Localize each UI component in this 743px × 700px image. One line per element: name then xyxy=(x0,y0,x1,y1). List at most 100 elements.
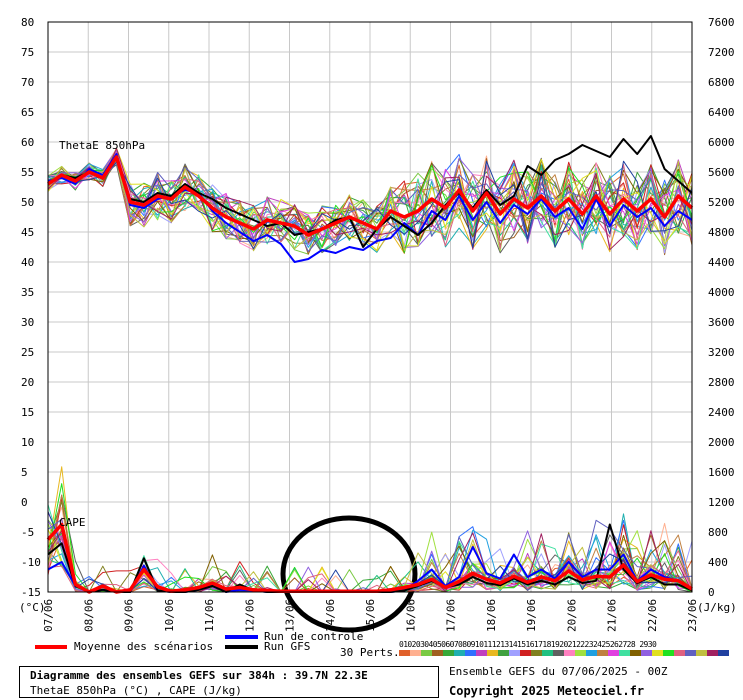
pert-swatch xyxy=(685,650,696,656)
left-tick-label: 75 xyxy=(21,46,34,59)
left-tick-label: 35 xyxy=(21,286,34,299)
control-legend-swatch xyxy=(225,635,258,639)
x-tick-label: 15/06 xyxy=(364,599,377,632)
control-legend-label: Run de controle xyxy=(264,630,364,643)
x-tick-label: 19/06 xyxy=(525,599,538,632)
pert-swatch xyxy=(718,650,729,656)
pert-swatch xyxy=(432,650,443,656)
x-tick-label: 18/06 xyxy=(485,599,498,632)
perts-label: 30 Perts. xyxy=(340,646,400,659)
pert-swatch xyxy=(531,650,542,656)
right-tick-label: 6000 xyxy=(708,136,735,149)
right-tick-label: 5200 xyxy=(708,196,735,209)
x-tick-label: 16/06 xyxy=(404,599,417,632)
left-tick-label: 45 xyxy=(21,226,34,239)
highlight-ellipse xyxy=(280,515,418,633)
left-tick-label: -5 xyxy=(21,526,34,539)
left-tick-label: 10 xyxy=(21,436,34,449)
thetae-mean-line xyxy=(47,155,694,237)
right-tick-label: 1200 xyxy=(708,496,735,509)
right-tick-label: 7600 xyxy=(708,16,735,29)
pert-swatch xyxy=(619,650,630,656)
pert-swatch xyxy=(553,650,564,656)
info-subtitle: ThetaE 850hPa (°C) , CAPE (J/kg) xyxy=(30,684,242,697)
chart-grid xyxy=(47,21,693,593)
right-tick-label: 6800 xyxy=(708,76,735,89)
left-axis-unit: (°C) xyxy=(19,601,46,614)
pert-swatch xyxy=(608,650,619,656)
right-tick-label: 800 xyxy=(708,526,728,539)
info-title: Diagramme des ensembles GEFS sur 384h : … xyxy=(30,669,368,682)
pert-swatch xyxy=(652,650,663,656)
pert-swatch xyxy=(509,650,520,656)
info-box: Diagramme des ensembles GEFS sur 384h : … xyxy=(19,666,439,698)
pert-swatch xyxy=(707,650,718,656)
right-tick-label: 3600 xyxy=(708,316,735,329)
right-tick-label: 2800 xyxy=(708,376,735,389)
x-tick-label: 08/06 xyxy=(82,599,95,632)
right-axis-unit: (J/kg) xyxy=(697,601,737,614)
left-tick-label: 50 xyxy=(21,196,34,209)
pert-swatch xyxy=(564,650,575,656)
x-tick-label: 12/06 xyxy=(243,599,256,632)
left-tick-label: 70 xyxy=(21,76,34,89)
x-tick-label: 22/06 xyxy=(646,599,659,632)
left-tick-label: -15 xyxy=(21,586,41,599)
pert-swatch xyxy=(641,650,652,656)
thetae-pert-line xyxy=(47,159,693,254)
left-tick-label: 60 xyxy=(21,136,34,149)
x-tick-label: 07/06 xyxy=(42,599,55,632)
thetae-gfs-line xyxy=(47,135,693,248)
left-tick-label: 30 xyxy=(21,316,34,329)
pert-swatch xyxy=(597,650,608,656)
right-tick-label: 4800 xyxy=(708,226,735,239)
pert-swatch xyxy=(696,650,707,656)
pert-swatch xyxy=(465,650,476,656)
pert-swatch xyxy=(421,650,432,656)
x-tick-label: 17/06 xyxy=(445,599,458,632)
x-tick-label: 11/06 xyxy=(203,599,216,632)
right-tick-label: 6400 xyxy=(708,106,735,119)
thetae-control-line xyxy=(47,153,693,263)
right-tick-label: 4000 xyxy=(708,286,735,299)
right-tick-label: 400 xyxy=(708,556,728,569)
right-tick-label: 0 xyxy=(708,586,715,599)
pert-swatch xyxy=(399,650,410,656)
gfs-legend-swatch xyxy=(225,645,258,649)
pert-swatch xyxy=(498,650,509,656)
left-tick-label: 0 xyxy=(21,496,28,509)
pert-swatch xyxy=(443,650,454,656)
right-tick-label: 1600 xyxy=(708,466,735,479)
pert-swatch xyxy=(476,650,487,656)
left-tick-label: 20 xyxy=(21,376,34,389)
cape-annotation: CAPE xyxy=(59,516,86,529)
pert-swatch xyxy=(487,650,498,656)
right-tick-label: 3200 xyxy=(708,346,735,359)
right-tick-label: 5600 xyxy=(708,166,735,179)
x-tick-label: 09/06 xyxy=(123,599,136,632)
left-tick-label: 40 xyxy=(21,256,34,269)
right-tick-label: 7200 xyxy=(708,46,735,59)
pert-swatch xyxy=(674,650,685,656)
ensemble-run-date: Ensemble GEFS du 07/06/2025 - 00Z xyxy=(449,665,668,678)
pert-color-swatches xyxy=(399,650,729,656)
pert-swatch xyxy=(542,650,553,656)
cape-mean-line xyxy=(46,522,693,594)
left-tick-label: -10 xyxy=(21,556,41,569)
pert-swatch xyxy=(630,650,641,656)
copyright: Copyright 2025 Meteociel.fr xyxy=(449,684,645,698)
pert-swatch xyxy=(575,650,586,656)
pert-numbers: 0102030405060708091011121314151617181920… xyxy=(399,640,657,649)
thetae-annotation: ThetaE 850hPa xyxy=(59,139,145,152)
right-tick-label: 4400 xyxy=(708,256,735,269)
gfs-legend-label: Run GFS xyxy=(264,640,311,653)
thetae-pert-line xyxy=(47,147,693,251)
x-tick-label: 14/06 xyxy=(324,599,337,632)
left-tick-label: 5 xyxy=(21,466,28,479)
pert-swatch xyxy=(410,650,421,656)
pert-swatch xyxy=(663,650,674,656)
x-tick-label: 20/06 xyxy=(565,599,578,632)
right-tick-label: 2000 xyxy=(708,436,735,449)
